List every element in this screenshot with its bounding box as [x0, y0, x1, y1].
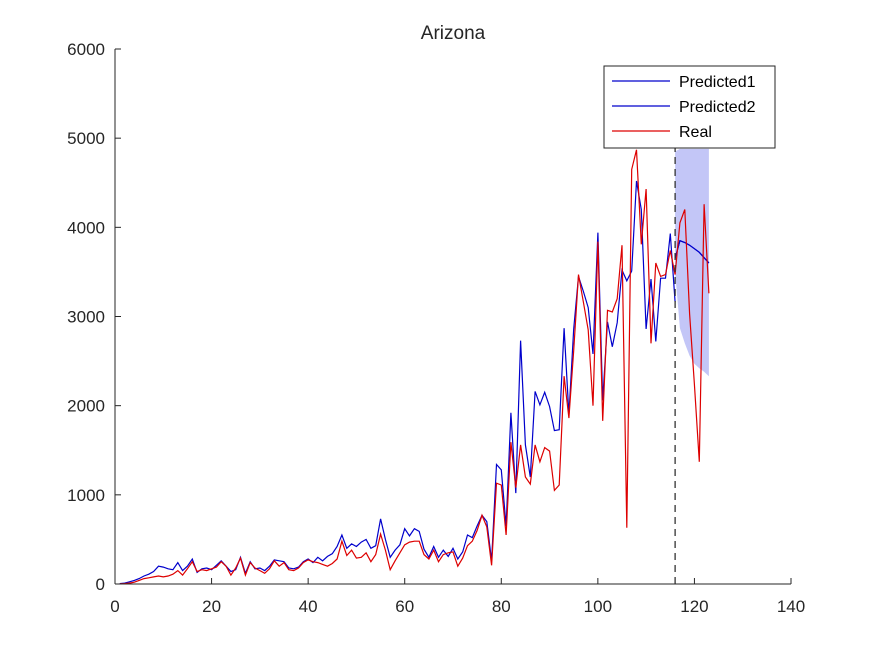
- y-tick-label: 5000: [67, 129, 105, 148]
- y-tick-label: 0: [96, 575, 105, 594]
- series-line-real: [119, 149, 710, 585]
- y-tick-label: 1000: [67, 486, 105, 505]
- series-layer: [119, 149, 710, 585]
- y-tick-label: 2000: [67, 397, 105, 416]
- tick-layer: 0 20 40 60 80 100 120 140 0 1000 2000 3000 4000 5000 6…: [67, 40, 805, 616]
- y-tick-label: 6000: [67, 40, 105, 59]
- x-tick-label: 120: [680, 597, 708, 616]
- x-tick-label: 140: [777, 597, 805, 616]
- legend-label-predicted2: Predicted2: [679, 99, 756, 116]
- x-tick-label: 0: [110, 597, 119, 616]
- x-tick-label: 100: [584, 597, 612, 616]
- confidence-band-layer: [675, 148, 709, 377]
- chart-title: Arizona: [421, 23, 486, 44]
- legend-label-predicted1: Predicted1: [679, 74, 756, 91]
- legend: Predicted1 Predicted2 Real: [603, 65, 776, 149]
- legend-label-real: Real: [679, 124, 712, 141]
- x-tick-label: 40: [299, 597, 318, 616]
- legend-box: [603, 65, 776, 149]
- y-tick-label: 4000: [67, 218, 105, 237]
- y-tick-label: 3000: [67, 308, 105, 327]
- x-tick-label: 80: [492, 597, 511, 616]
- x-tick-label: 60: [395, 597, 414, 616]
- x-tick-label: 20: [202, 597, 221, 616]
- forecast-confidence-band: [675, 148, 709, 377]
